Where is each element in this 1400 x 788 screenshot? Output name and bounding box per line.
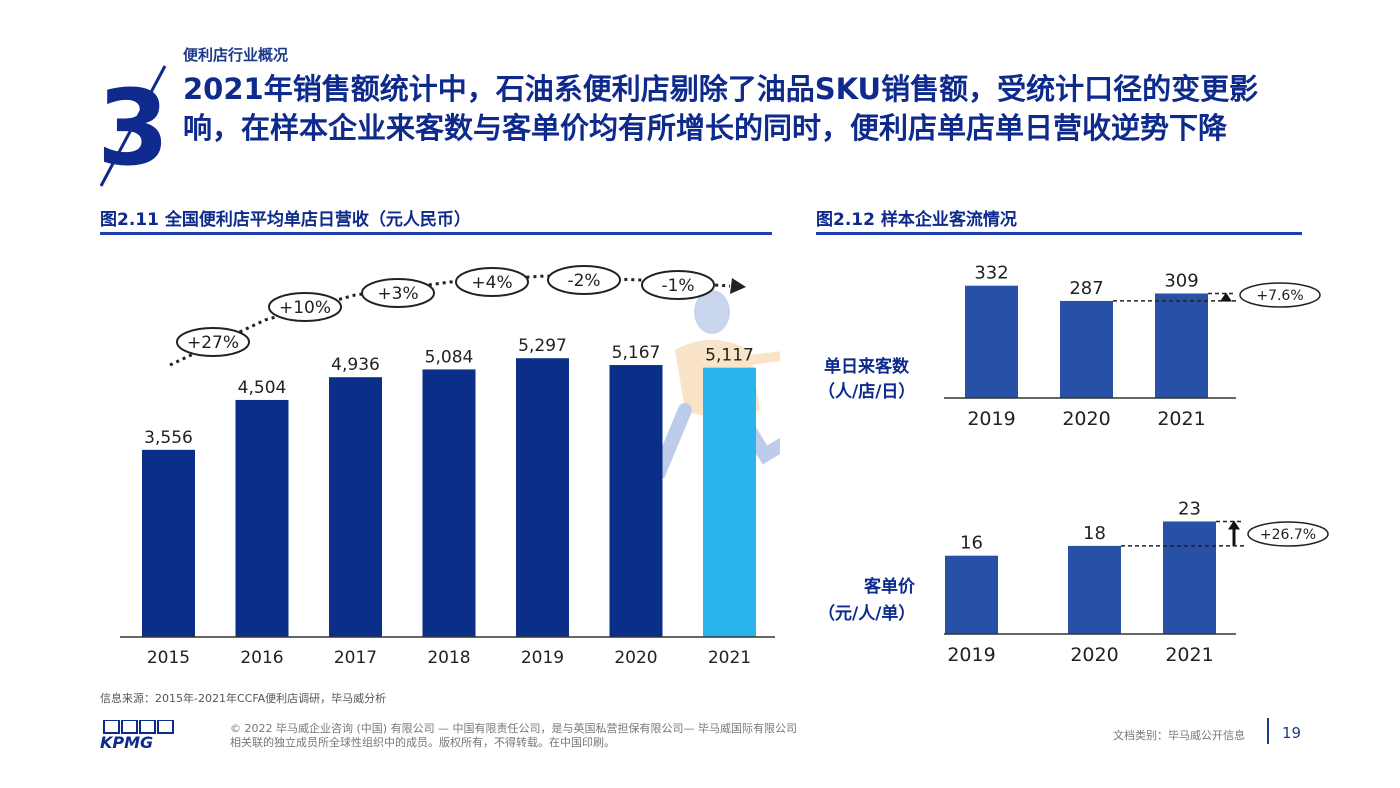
traffic-bars-value-2021: 309 — [1164, 270, 1198, 291]
section-label: 便利店行业概况 — [183, 46, 289, 64]
x-tick-2019: 2019 — [521, 648, 564, 668]
bar-2018 — [422, 369, 476, 637]
ticket-bars-tick-2019: 2019 — [947, 644, 995, 666]
ticket-bars-value-2021: 23 — [1178, 498, 1201, 519]
x-tick-2017: 2017 — [334, 648, 377, 668]
ticket-bars-tick-2020: 2020 — [1070, 644, 1118, 666]
copyright-line-2: 相关联的独立成员所全球性组织中的成员。版权所有，不得转载。在中国印刷。 — [230, 736, 615, 749]
growth-bubble-5 — [547, 265, 621, 295]
fig-2-12-rule — [816, 232, 1302, 235]
traffic-ylabel-1: 单日来客数 — [824, 356, 910, 377]
growth-label-2: +10% — [279, 298, 331, 318]
trend-line — [169, 274, 731, 367]
fig-2-12-traffic-chart: 单日来客数 （人/店/日） 332 2019 287 2020 309 2021 +7.6% — [818, 263, 1321, 430]
ticket-bars-bar-2019 — [945, 555, 998, 634]
traffic-bars-tick-2020: 2020 — [1062, 408, 1110, 430]
ticket-bars-value-2020: 18 — [1083, 523, 1106, 544]
ticket-bars-value-2019: 16 — [960, 533, 983, 554]
growth-label-5: -2% — [567, 271, 600, 291]
section-number-graphic: 3 — [97, 65, 169, 189]
growth-bubble-1 — [176, 327, 250, 357]
growth-label-4: +4% — [471, 273, 512, 293]
traffic-ylabel-2: （人/店/日） — [818, 381, 915, 402]
document-classification: 文档类别：毕马威公开信息 — [1113, 729, 1245, 742]
value-label-2016: 4,504 — [238, 378, 287, 398]
traffic-bars-tick-2019: 2019 — [967, 408, 1015, 430]
bar-2020 — [609, 365, 663, 637]
growth-bubble-6 — [641, 270, 715, 300]
value-label-2015: 3,556 — [144, 428, 193, 448]
growth-trend-arrow: +27% +10% +3% +4% -2% -1% — [169, 265, 746, 367]
copyright-line-1: © 2022 毕马威企业咨询 (中国) 有限公司 — 中国有限责任公司，是与英国… — [230, 722, 798, 735]
bar-2016 — [235, 399, 289, 637]
traffic-bars-bar-2019 — [965, 285, 1018, 398]
x-tick-2018: 2018 — [427, 648, 470, 668]
page-title: 2021年销售额统计中，石油系便利店剔除了油品SKU销售额，受统计口径的变更影响… — [183, 72, 1259, 145]
bar-2019 — [516, 358, 569, 637]
kpmg-logo: KPMG — [100, 720, 174, 750]
x-tick-2021: 2021 — [708, 648, 751, 668]
value-label-2020: 5,167 — [612, 343, 661, 363]
page-separator — [1267, 718, 1269, 744]
traffic-bars-tick-2021: 2021 — [1157, 408, 1205, 430]
ticket-ylabel-2: （元/人/单） — [818, 603, 915, 624]
source-note: 信息来源：2015年-2021年CCFA便利店调研，毕马威分析 — [100, 692, 387, 705]
growth-label-3: +3% — [377, 284, 418, 304]
ticket-ylabel-1: 客单价 — [863, 576, 916, 597]
ticket-bars-change-bubble — [1247, 521, 1329, 547]
bar-2015 — [142, 449, 195, 637]
growth-bubble-3 — [361, 278, 435, 308]
bar-2017 — [329, 377, 382, 637]
ticket-bars-bar-2021 — [1163, 521, 1216, 634]
growth-label-1: +27% — [187, 333, 239, 353]
fig-2-11-rule — [100, 232, 772, 235]
value-label-2019: 5,297 — [518, 336, 567, 356]
value-label-2021: 5,117 — [705, 346, 754, 366]
ticket-bars-change-label: +26.7% — [1260, 527, 1316, 543]
ticket-bars-bar-2020 — [1068, 545, 1121, 634]
traffic-bars-change-bubble — [1239, 282, 1321, 308]
traffic-bars-value-2019: 332 — [974, 263, 1008, 284]
ticket-bars-change-arrowhead — [1228, 520, 1240, 530]
x-tick-2020: 2020 — [614, 648, 657, 668]
value-label-2017: 4,936 — [331, 355, 380, 375]
fig-2-11-chart: +27% +10% +3% +4% -2% -1% 3,556 2015 4,504 2016 4… — [120, 265, 780, 668]
x-tick-2015: 2015 — [147, 648, 190, 668]
svg-text:KPMG: KPMG — [100, 733, 153, 750]
growth-bubble-4 — [455, 267, 529, 297]
growth-bubble-2 — [268, 292, 342, 322]
value-label-2018: 5,084 — [425, 347, 474, 367]
fig-2-12-title: 图2.12 样本企业客流情况 — [816, 210, 1017, 230]
fig-2-12-ticket-chart: 客单价 （元/人/单） 16 2019 18 2020 23 2021 +26.7% — [818, 498, 1329, 666]
traffic-bars-bar-2021 — [1155, 293, 1208, 398]
traffic-bars-value-2020: 287 — [1069, 278, 1103, 299]
x-tick-2016: 2016 — [240, 648, 283, 668]
traffic-bars-change-label: +7.6% — [1256, 288, 1303, 304]
section-slash — [99, 65, 167, 187]
traffic-bars-bar-2020 — [1060, 300, 1113, 398]
fig-2-11-title: 图2.11 全国便利店平均单店日营收（元人民币） — [100, 210, 471, 230]
traffic-bars-change-arrowhead — [1220, 292, 1232, 302]
page-number: 19 — [1282, 724, 1302, 742]
ticket-bars-tick-2021: 2021 — [1165, 644, 1213, 666]
copyright: © 2022 毕马威企业咨询 (中国) 有限公司 — 中国有限责任公司，是与英国… — [230, 722, 830, 750]
trend-arrowhead — [730, 278, 746, 294]
bar-2021 — [703, 367, 756, 637]
growth-label-6: -1% — [661, 276, 694, 296]
